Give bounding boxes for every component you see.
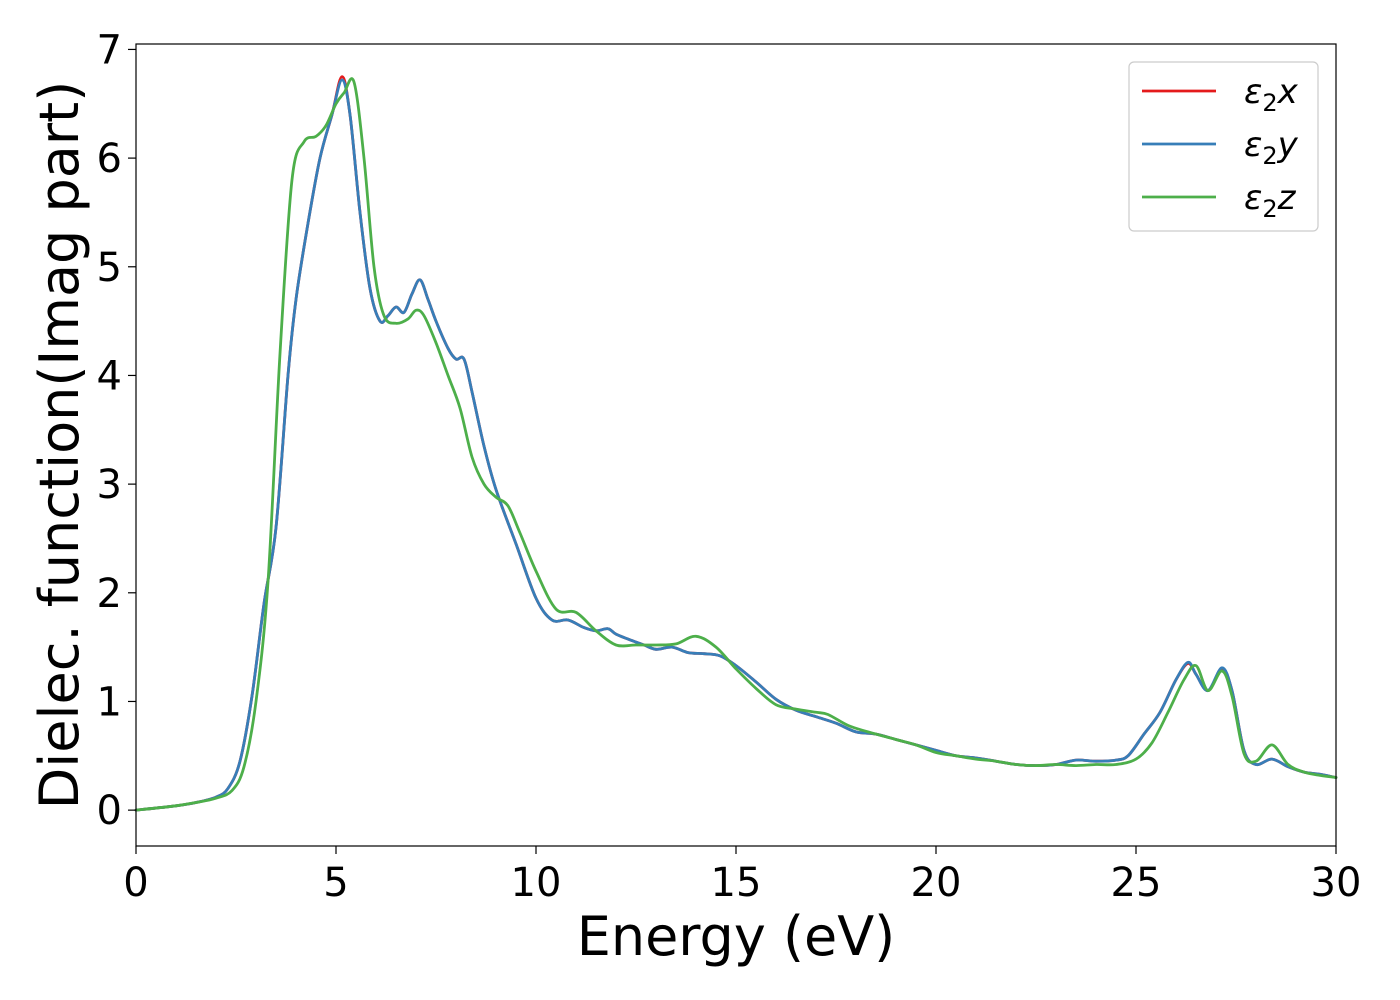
y-tick-label: 4	[97, 353, 122, 399]
y-tick-label: 0	[97, 788, 122, 834]
legend-box	[1128, 61, 1319, 232]
y-axis: 0 1 2 3 4 5 6 7	[97, 27, 136, 834]
x-tick-label: 15	[711, 860, 762, 906]
x-tick-label: 0	[123, 860, 148, 906]
y-tick-label: 7	[97, 27, 122, 73]
y-tick-label: 1	[97, 679, 122, 725]
series-line-z	[134, 77, 1338, 812]
x-tick-label: 10	[511, 860, 562, 906]
y-tick-label: 6	[97, 136, 122, 182]
series-line-y	[134, 78, 1338, 812]
x-axis-label: Energy (eV)	[577, 905, 896, 968]
x-tick-label: 30	[1311, 860, 1362, 906]
y-axis-label: Dielec. function(Imag part)	[28, 81, 91, 810]
y-tick-label: 3	[97, 462, 122, 508]
legend-label-y: ε2y	[1244, 125, 1299, 170]
y-tick-label: 5	[97, 245, 122, 291]
legend-label-z: ε2z	[1244, 178, 1297, 223]
legend: ε2x ε2y ε2z	[1128, 61, 1319, 232]
x-tick-label: 25	[1111, 860, 1162, 906]
x-tick-label: 20	[911, 860, 962, 906]
y-tick-label: 2	[97, 571, 122, 617]
x-axis: 0 5 10 15 20 25 30	[123, 846, 1361, 906]
x-tick-label: 5	[323, 860, 348, 906]
legend-label-x: ε2x	[1244, 72, 1299, 117]
plot-lines	[134, 75, 1338, 812]
